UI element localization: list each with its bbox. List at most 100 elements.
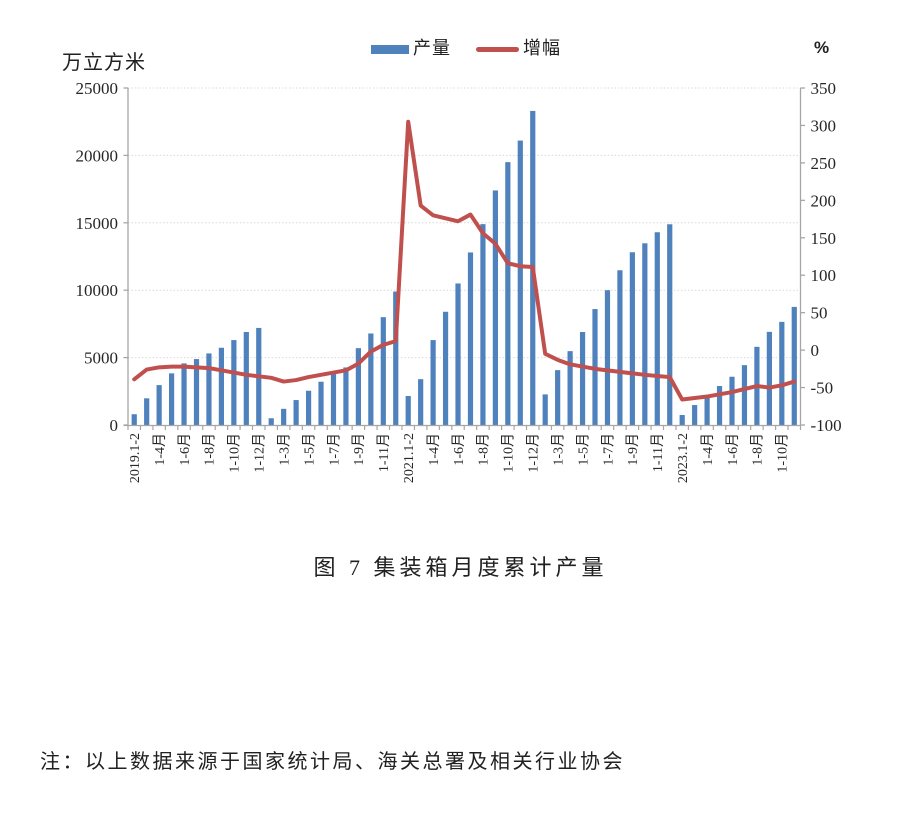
x-tick-label: 1-11月 xyxy=(650,433,666,472)
x-tick-label: 1-6月 xyxy=(725,433,741,466)
bar xyxy=(505,162,511,425)
y-right-tick-label: -100 xyxy=(811,416,842,435)
bar xyxy=(405,396,411,425)
bar xyxy=(330,374,337,425)
production-bars xyxy=(131,110,797,426)
x-tick-label: 1-6月 xyxy=(177,433,193,466)
bar xyxy=(667,224,673,425)
axes xyxy=(123,88,802,427)
bar xyxy=(268,418,274,425)
y-left-tick-label: 10000 xyxy=(76,281,119,300)
x-tick-label: 2023.1-2 xyxy=(676,433,691,483)
bar xyxy=(318,381,324,425)
legend-line-swatch xyxy=(476,46,519,52)
bar xyxy=(729,376,735,425)
x-tick-label: 1-12月 xyxy=(525,433,541,473)
x-tick-label: 1-7月 xyxy=(326,433,342,466)
bar xyxy=(355,348,361,425)
x-tick-label: 1-12月 xyxy=(252,433,268,473)
y-right-tick-label: 250 xyxy=(811,154,837,173)
bar xyxy=(654,232,660,425)
bar xyxy=(629,252,635,425)
y-right-tick-label: 100 xyxy=(811,266,837,285)
x-tick-label: 1-8月 xyxy=(750,433,766,466)
x-tick-label: 1-3月 xyxy=(276,433,292,466)
legend-label-growth: 增幅 xyxy=(523,38,561,58)
right-axis-unit-label: % xyxy=(814,38,830,57)
x-tick-label: 1-6月 xyxy=(451,433,467,466)
y-left-tick-label: 25000 xyxy=(76,79,119,98)
y-right-tick-label: 200 xyxy=(811,191,837,210)
left-axis-unit-label: 万立方米 xyxy=(62,52,146,74)
bar xyxy=(791,306,797,425)
bar xyxy=(704,395,710,425)
x-tick-label: 1-11月 xyxy=(376,433,392,472)
bar xyxy=(305,390,312,425)
source-note: 注：以上数据来源于国家统计局、海关总署及相关行业协会 xyxy=(40,751,625,773)
bar xyxy=(579,331,586,425)
bar xyxy=(442,311,449,425)
bar xyxy=(679,415,685,425)
bar xyxy=(617,270,623,425)
chart-legend: 产量 增幅 xyxy=(371,38,561,58)
y-left-tick-label: 15000 xyxy=(76,214,119,233)
x-tick-label: 1-4月 xyxy=(426,433,442,466)
bar xyxy=(604,290,611,425)
y-axis-left-labels: 0 5000 10000 15000 20000 25000 xyxy=(76,79,128,435)
growth-line xyxy=(132,119,797,402)
bar xyxy=(368,333,374,425)
bar xyxy=(156,385,162,425)
y-right-tick-label: 0 xyxy=(811,341,820,360)
y-right-tick-label: 150 xyxy=(811,229,837,248)
bar xyxy=(430,340,436,425)
bar xyxy=(480,224,486,425)
bar xyxy=(393,291,399,425)
y-left-tick-label: 5000 xyxy=(84,349,118,368)
combo-chart: 0 5000 10000 15000 20000 25000 -100 -50 0 50 100 15… xyxy=(76,79,842,483)
bar xyxy=(642,243,648,425)
bar xyxy=(168,373,175,425)
x-tick-label: 1-8月 xyxy=(476,433,492,466)
bar xyxy=(181,363,187,425)
bar xyxy=(517,140,523,425)
gridlines xyxy=(128,87,801,359)
x-tick-label: 1-4月 xyxy=(152,433,168,466)
x-tick-label: 1-7月 xyxy=(600,433,616,466)
bar xyxy=(293,400,299,425)
bar xyxy=(492,190,498,425)
x-tick-label: 1-10月 xyxy=(775,433,791,473)
bar xyxy=(281,408,287,425)
bar xyxy=(144,398,150,425)
bar xyxy=(231,340,237,425)
bar xyxy=(343,367,349,425)
y-axis-right-labels: -100 -50 0 50 100 150 200 250 300 350 xyxy=(800,79,842,435)
bar xyxy=(766,331,772,425)
legend-label-production: 产量 xyxy=(413,38,451,58)
bar xyxy=(555,370,561,425)
x-tick-label: 1-10月 xyxy=(501,433,517,473)
bar xyxy=(131,414,137,425)
bar xyxy=(206,353,212,425)
x-tick-label: 1-10月 xyxy=(227,433,243,473)
bar xyxy=(716,386,723,425)
bar xyxy=(567,351,573,425)
x-axis-ticks xyxy=(127,425,802,430)
x-tick-label: 1-8月 xyxy=(202,433,218,466)
x-tick-label: 1-5月 xyxy=(301,433,317,466)
bar xyxy=(467,252,474,425)
bar xyxy=(218,347,224,425)
bar xyxy=(380,317,386,425)
y-right-tick-label: 50 xyxy=(811,304,828,323)
x-tick-label: 1-4月 xyxy=(700,433,716,466)
bar xyxy=(455,283,461,425)
x-tick-label: 2021.1-2 xyxy=(402,433,417,483)
legend-bar-swatch xyxy=(371,44,409,54)
bar xyxy=(243,331,249,425)
y-left-tick-label: 0 xyxy=(110,416,119,435)
y-right-tick-label: 300 xyxy=(811,116,837,135)
bar xyxy=(692,405,698,425)
bar xyxy=(418,379,424,425)
bar xyxy=(193,359,200,425)
x-tick-label: 1-9月 xyxy=(351,433,367,466)
x-tick-label: 1-5月 xyxy=(575,433,591,466)
